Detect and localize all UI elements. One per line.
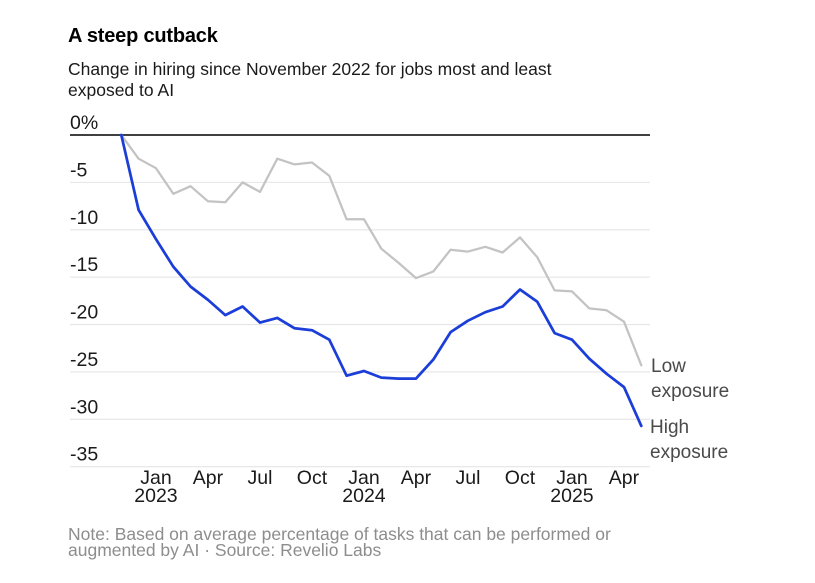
x-tick-year-label: 2023 xyxy=(134,485,177,507)
y-tick-label: -15 xyxy=(70,254,98,276)
source-note: Note: Based on average percentage of tas… xyxy=(68,524,768,560)
x-tick-label: Apr xyxy=(193,467,224,489)
series-label-high-exposure: High exposure xyxy=(650,417,729,463)
chart-title: A steep cutback xyxy=(68,25,218,47)
x-tick-label: Jan xyxy=(348,467,379,489)
chart-subtitle-line-1: Change in hiring since November 2022 for… xyxy=(68,59,552,79)
y-tick-label: -10 xyxy=(70,207,98,229)
chart-subtitle-line-2: exposed to AI xyxy=(68,79,175,100)
y-tick-label: -5 xyxy=(70,159,87,181)
source-note-line-2: augmented by AI · Source: Revelio Labs xyxy=(68,540,382,560)
x-tick-label: Oct xyxy=(297,467,328,489)
x-tick-year-label: 2025 xyxy=(550,485,594,507)
y-tick-label: -30 xyxy=(70,396,98,418)
y-tick-label: -35 xyxy=(70,444,98,466)
y-tick-label: -25 xyxy=(70,349,98,371)
series-line-low-exposure xyxy=(120,133,643,367)
x-tick-label: Apr xyxy=(401,467,432,489)
x-tick-label: Jul xyxy=(455,467,480,489)
source-note-line-1: Note: Based on average percentage of tas… xyxy=(68,524,611,544)
x-tick-label: Apr xyxy=(609,467,640,489)
x-tick-label: Jan xyxy=(140,467,171,489)
x-tick-year-label: 2024 xyxy=(342,485,386,507)
chart-subtitle: Change in hiring since November 2022 for… xyxy=(68,59,551,100)
x-tick-label: Jan xyxy=(556,467,587,489)
series-line-high-exposure xyxy=(119,133,643,428)
x-tick-label: Oct xyxy=(505,467,536,489)
x-tick-label: Jul xyxy=(247,467,272,489)
y-tick-label: 0% xyxy=(70,112,98,134)
series-label-low-exposure: Low exposure xyxy=(651,356,730,402)
y-tick-label: -20 xyxy=(70,302,98,324)
